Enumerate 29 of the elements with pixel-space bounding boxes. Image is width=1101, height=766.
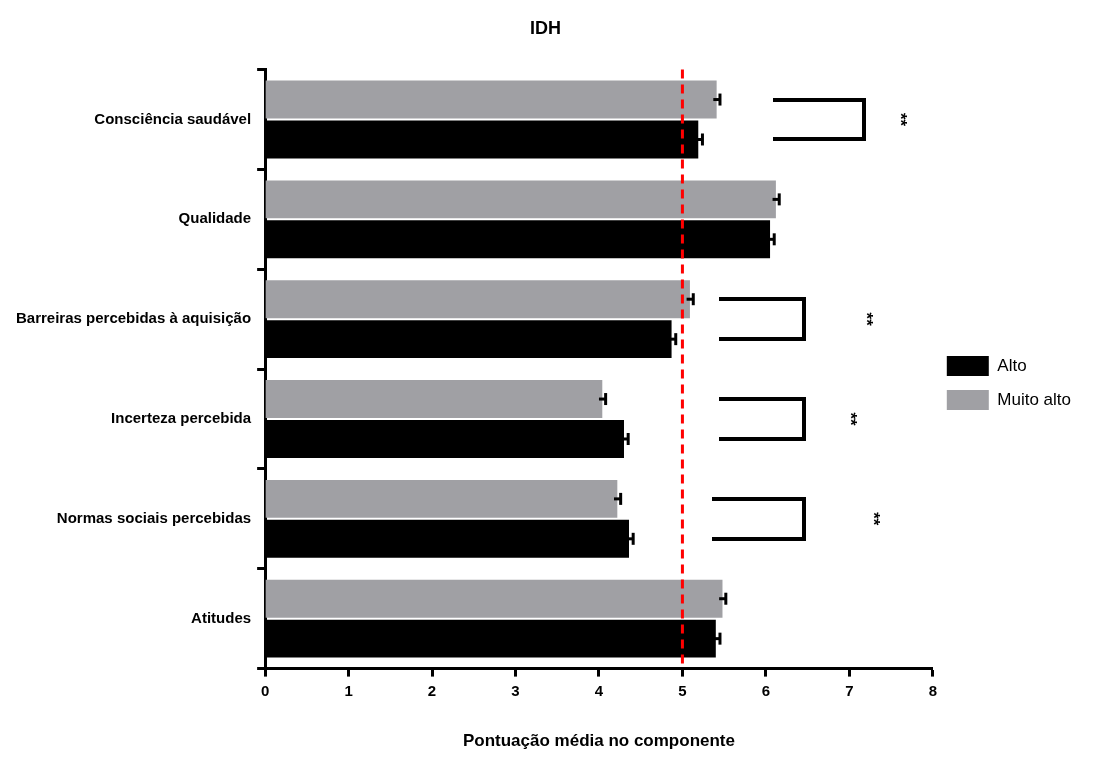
- y-tick-label: Qualidade: [178, 209, 252, 227]
- bar: [265, 280, 690, 319]
- bar: [265, 579, 723, 618]
- y-tick-label: Incerteza percebida: [111, 409, 252, 427]
- bar: [265, 80, 717, 119]
- annotation: **: [864, 512, 884, 526]
- x-tick-label: 4: [594, 681, 604, 699]
- chart-title: IDH: [530, 17, 561, 38]
- x-tick-label: 0: [260, 681, 270, 699]
- y-tick-label: Atitudes: [191, 608, 252, 626]
- x-tick-label: 3: [511, 681, 520, 699]
- x-axis-title: Pontuação média no componente: [462, 731, 735, 751]
- annotation: **: [890, 112, 910, 127]
- x-tick-label: 5: [678, 681, 687, 699]
- x-tick-label: 1: [344, 681, 353, 699]
- legend-label: Muito alto: [997, 389, 1071, 409]
- x-tick-label: 2: [427, 681, 437, 699]
- bar: [265, 380, 603, 419]
- bar: [265, 479, 618, 518]
- x-tick-label: 8: [928, 681, 937, 699]
- bar: [265, 180, 776, 219]
- x-tick-label: 6: [761, 681, 771, 699]
- legend-label: Alto: [997, 355, 1027, 375]
- y-tick-label: Barreiras percebidas à aquisição: [16, 309, 252, 327]
- annotation: **: [840, 412, 860, 427]
- y-tick-label: Consciência saudável: [94, 109, 252, 127]
- annotation: **: [857, 312, 877, 327]
- x-tick-label: 7: [845, 681, 854, 699]
- y-tick-label: Normas sociais percebidas: [56, 508, 252, 526]
